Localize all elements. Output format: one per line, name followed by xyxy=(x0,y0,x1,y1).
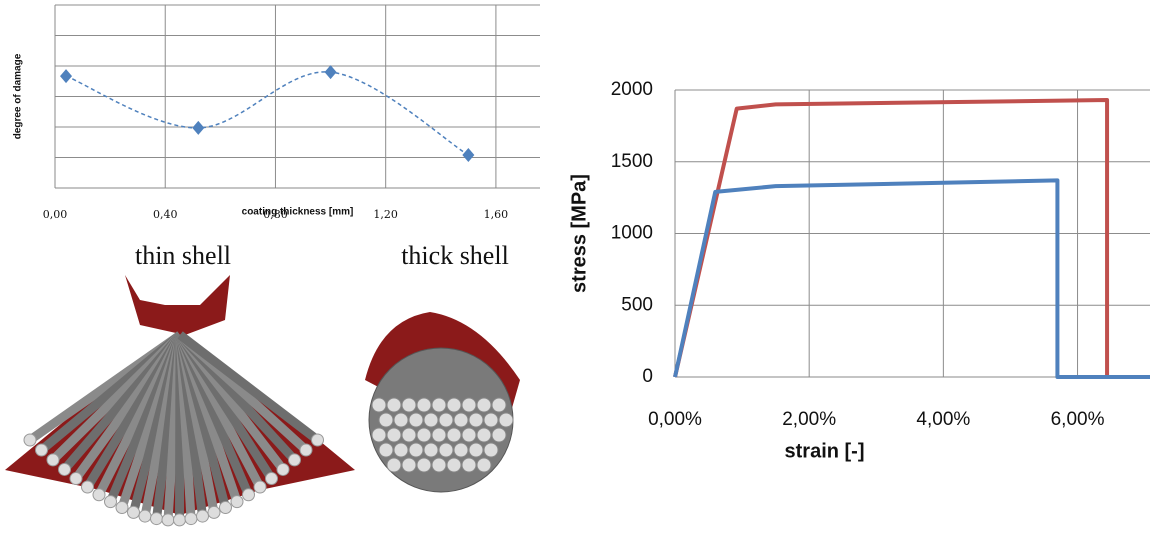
x-tick-label: 2,00% xyxy=(782,409,836,430)
rod-end xyxy=(197,510,209,522)
y-tick-label: 0 xyxy=(642,366,653,387)
wire xyxy=(499,413,513,427)
wire xyxy=(417,428,431,442)
series-line xyxy=(675,100,1107,377)
wire xyxy=(379,443,393,457)
y-tick-label: 2000 xyxy=(611,79,653,100)
wire xyxy=(439,443,453,457)
x-axis-title: strain [-] xyxy=(785,440,865,462)
rod-end xyxy=(289,454,301,466)
wire xyxy=(439,413,453,427)
rod-end xyxy=(162,514,174,526)
wire xyxy=(462,428,476,442)
rod-end xyxy=(139,510,151,522)
x-tick-label: 0,00 xyxy=(43,208,68,221)
data-point xyxy=(462,148,474,162)
series-line xyxy=(66,72,468,155)
rod-end xyxy=(128,506,140,518)
x-tick-label: 0,40 xyxy=(153,208,178,221)
rod-end xyxy=(208,506,220,518)
y-tick-label: 1500 xyxy=(611,151,653,172)
rod-end xyxy=(93,489,105,501)
wire xyxy=(372,428,386,442)
y-axis-title: degree of damage xyxy=(13,53,24,139)
rod-end xyxy=(300,444,312,456)
wire xyxy=(447,398,461,412)
rod-end xyxy=(220,502,232,514)
image-caption: thin shell xyxy=(135,241,231,270)
wire xyxy=(432,458,446,472)
y-axis-title: stress [MPa] xyxy=(568,174,590,293)
wire xyxy=(372,398,386,412)
wire xyxy=(387,458,401,472)
rod-end xyxy=(277,463,289,475)
wire xyxy=(402,458,416,472)
wire xyxy=(462,458,476,472)
wire xyxy=(387,428,401,442)
image-caption: thick shell xyxy=(401,241,509,270)
wire xyxy=(469,413,483,427)
wire xyxy=(394,413,408,427)
simulation-images xyxy=(5,275,520,526)
wire xyxy=(402,428,416,442)
rod-end xyxy=(174,514,186,526)
rod-end xyxy=(105,496,117,508)
wire xyxy=(492,428,506,442)
wire xyxy=(402,398,416,412)
data-point xyxy=(60,69,72,83)
rod-end xyxy=(266,473,278,485)
wire xyxy=(477,458,491,472)
rod-end xyxy=(116,502,128,514)
x-tick-label: 4,00% xyxy=(916,409,970,430)
wire xyxy=(469,443,483,457)
rod-end xyxy=(70,473,82,485)
rod-end xyxy=(231,496,243,508)
wire xyxy=(492,398,506,412)
y-tick-label: 500 xyxy=(621,294,653,315)
figure: thin shell thick shell 0,000,400,801,201… xyxy=(0,0,1153,533)
wire xyxy=(417,398,431,412)
wire xyxy=(454,443,468,457)
wire xyxy=(477,398,491,412)
wire xyxy=(484,413,498,427)
wire xyxy=(432,428,446,442)
x-tick-label: 0,00% xyxy=(648,409,702,430)
rod-end xyxy=(59,463,71,475)
wire xyxy=(394,443,408,457)
x-tick-label: 6,00% xyxy=(1051,409,1105,430)
wire xyxy=(454,413,468,427)
x-axis-title: coating thickness [mm] xyxy=(242,207,354,218)
wire xyxy=(447,428,461,442)
wire xyxy=(387,398,401,412)
wire xyxy=(462,398,476,412)
wire xyxy=(417,458,431,472)
rod-end xyxy=(47,454,59,466)
rod-end xyxy=(254,481,266,493)
wire xyxy=(424,443,438,457)
series-line xyxy=(675,180,1150,377)
wire xyxy=(447,458,461,472)
wire xyxy=(432,398,446,412)
wire xyxy=(484,443,498,457)
data-point xyxy=(192,121,204,135)
rod-end xyxy=(82,481,94,493)
wire xyxy=(409,413,423,427)
y-tick-label: 1000 xyxy=(611,223,653,244)
rod-end xyxy=(24,434,36,446)
rod-end xyxy=(185,513,197,525)
rod-end xyxy=(151,513,163,525)
wire xyxy=(379,413,393,427)
shell xyxy=(125,275,230,335)
x-tick-label: 1,60 xyxy=(484,208,509,221)
wire xyxy=(409,443,423,457)
wire xyxy=(477,428,491,442)
wire xyxy=(424,413,438,427)
data-point xyxy=(325,65,337,79)
x-tick-label: 1,20 xyxy=(373,208,398,221)
rod-end xyxy=(312,434,324,446)
rod-end xyxy=(36,444,48,456)
rod-end xyxy=(243,489,255,501)
